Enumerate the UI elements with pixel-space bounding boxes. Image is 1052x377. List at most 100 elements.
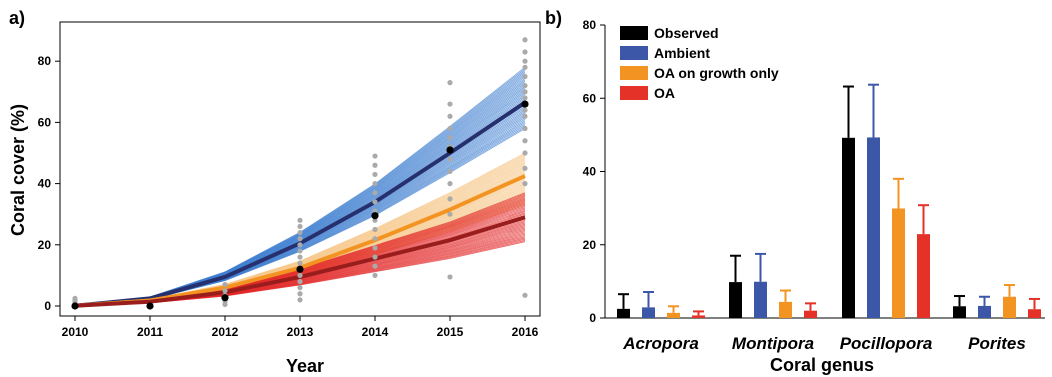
y-tick-label: 20 (583, 238, 597, 252)
bar-ambient (642, 307, 655, 318)
observed-point (447, 113, 453, 119)
observed-point (447, 101, 453, 107)
observed-point (522, 113, 528, 119)
y-tick-label: 60 (583, 91, 597, 105)
category-label: Acropora (622, 334, 699, 353)
observed-point (372, 181, 378, 187)
legend-swatch-oa-on-growth-only (620, 66, 648, 80)
x-tick-label: 2016 (512, 325, 539, 339)
observed-point (447, 181, 453, 187)
y-tick-label: 0 (44, 299, 51, 313)
observed-point (522, 150, 528, 156)
bar-observed (953, 306, 966, 318)
y-tick-label: 80 (583, 18, 597, 32)
observed-point (447, 211, 453, 217)
category-label: Montipora (732, 334, 814, 353)
legend-label-oa: OA (654, 85, 675, 101)
category-label: Pocillopora (840, 334, 933, 353)
legend-label-oa-on-growth-only: OA on growth only (654, 65, 779, 81)
y-tick-label: 0 (589, 311, 596, 325)
x-tick-label: 2011 (137, 325, 163, 339)
observed-point (297, 285, 303, 291)
observed-point (372, 263, 378, 269)
observed-point (372, 190, 378, 196)
panel-a-y-axis-title: Coral cover (%) (8, 104, 28, 236)
bar-oa-on-growth-only (779, 301, 792, 318)
bar-oa (1028, 309, 1041, 318)
observed-point (372, 236, 378, 242)
x-tick-label: 2015 (437, 325, 464, 339)
observed-mean-point (521, 100, 529, 108)
observed-point (222, 288, 228, 294)
legend-label-ambient: Ambient (654, 45, 710, 61)
category-label: Porites (968, 334, 1026, 353)
observed-mean-point (446, 146, 454, 154)
bar-oa (804, 310, 817, 318)
panel-b-category-labels: Acropora Montipora Pocillopora Porites (622, 334, 1026, 353)
observed-point (297, 248, 303, 254)
observed-point (297, 229, 303, 236)
observed-point (522, 181, 528, 187)
panel-a-axes: 2010 2011 2012 2013 2014 2015 2016 0 20 40 60 80 (38, 54, 539, 339)
y-tick-label: 20 (38, 238, 52, 252)
bar-observed (729, 282, 742, 318)
bar-oa (917, 234, 930, 318)
observed-point (522, 292, 528, 298)
observed-point (297, 254, 303, 260)
observed-point (297, 272, 303, 278)
observed-point (522, 73, 528, 80)
bar-oa-on-growth-only (667, 312, 680, 318)
panel-a-observed-points (71, 37, 529, 310)
observed-point (522, 95, 528, 101)
observed-point (447, 168, 453, 174)
observed-point (447, 274, 453, 280)
observed-point (522, 37, 528, 43)
y-tick-label: 40 (38, 177, 52, 191)
observed-point (372, 162, 378, 168)
observed-point (372, 153, 378, 159)
observed-point (72, 295, 78, 301)
observed-point (522, 125, 528, 132)
observed-point (297, 260, 303, 266)
observed-point (522, 58, 528, 64)
panel-b-bars (617, 83, 1041, 318)
bar-ambient (754, 281, 767, 318)
observed-point (297, 297, 303, 303)
panel-b-axes: 0 20 40 60 80 (583, 18, 1045, 325)
observed-point (522, 64, 528, 70)
bar-group-montipora (729, 252, 817, 318)
x-tick-label: 2012 (212, 325, 239, 339)
bar-group-pocillopora (842, 83, 930, 318)
bar-oa-on-growth-only (1003, 296, 1016, 318)
observed-point (372, 171, 378, 178)
observed-point (522, 49, 528, 55)
observed-mean-point (371, 212, 379, 220)
observed-point (372, 254, 378, 260)
observed-point (372, 272, 378, 278)
bar-group-porites (953, 284, 1041, 318)
observed-mean-point (146, 302, 154, 310)
observed-point (447, 80, 453, 86)
observed-point (372, 245, 378, 251)
panel-b-legend: Observed Ambient OA on growth only OA (620, 25, 779, 101)
observed-point (447, 196, 453, 202)
legend-label-observed: Observed (654, 25, 719, 41)
observed-point (372, 226, 378, 233)
legend-swatch-ambient (620, 46, 648, 60)
y-tick-label: 80 (38, 54, 52, 68)
observed-point (297, 223, 303, 230)
observed-point (522, 83, 528, 89)
panel-b-label: b) (545, 8, 562, 28)
observed-point (297, 291, 303, 297)
panel-a-label: a) (9, 8, 25, 28)
observed-mean-point (296, 265, 304, 273)
legend-swatch-observed (620, 26, 648, 40)
bar-ambient (867, 137, 880, 318)
observed-point (297, 242, 303, 248)
observed-point (447, 135, 453, 141)
panel-a-x-axis-title: Year (286, 356, 324, 376)
bar-oa (692, 315, 705, 318)
observed-mean-point (221, 294, 229, 302)
